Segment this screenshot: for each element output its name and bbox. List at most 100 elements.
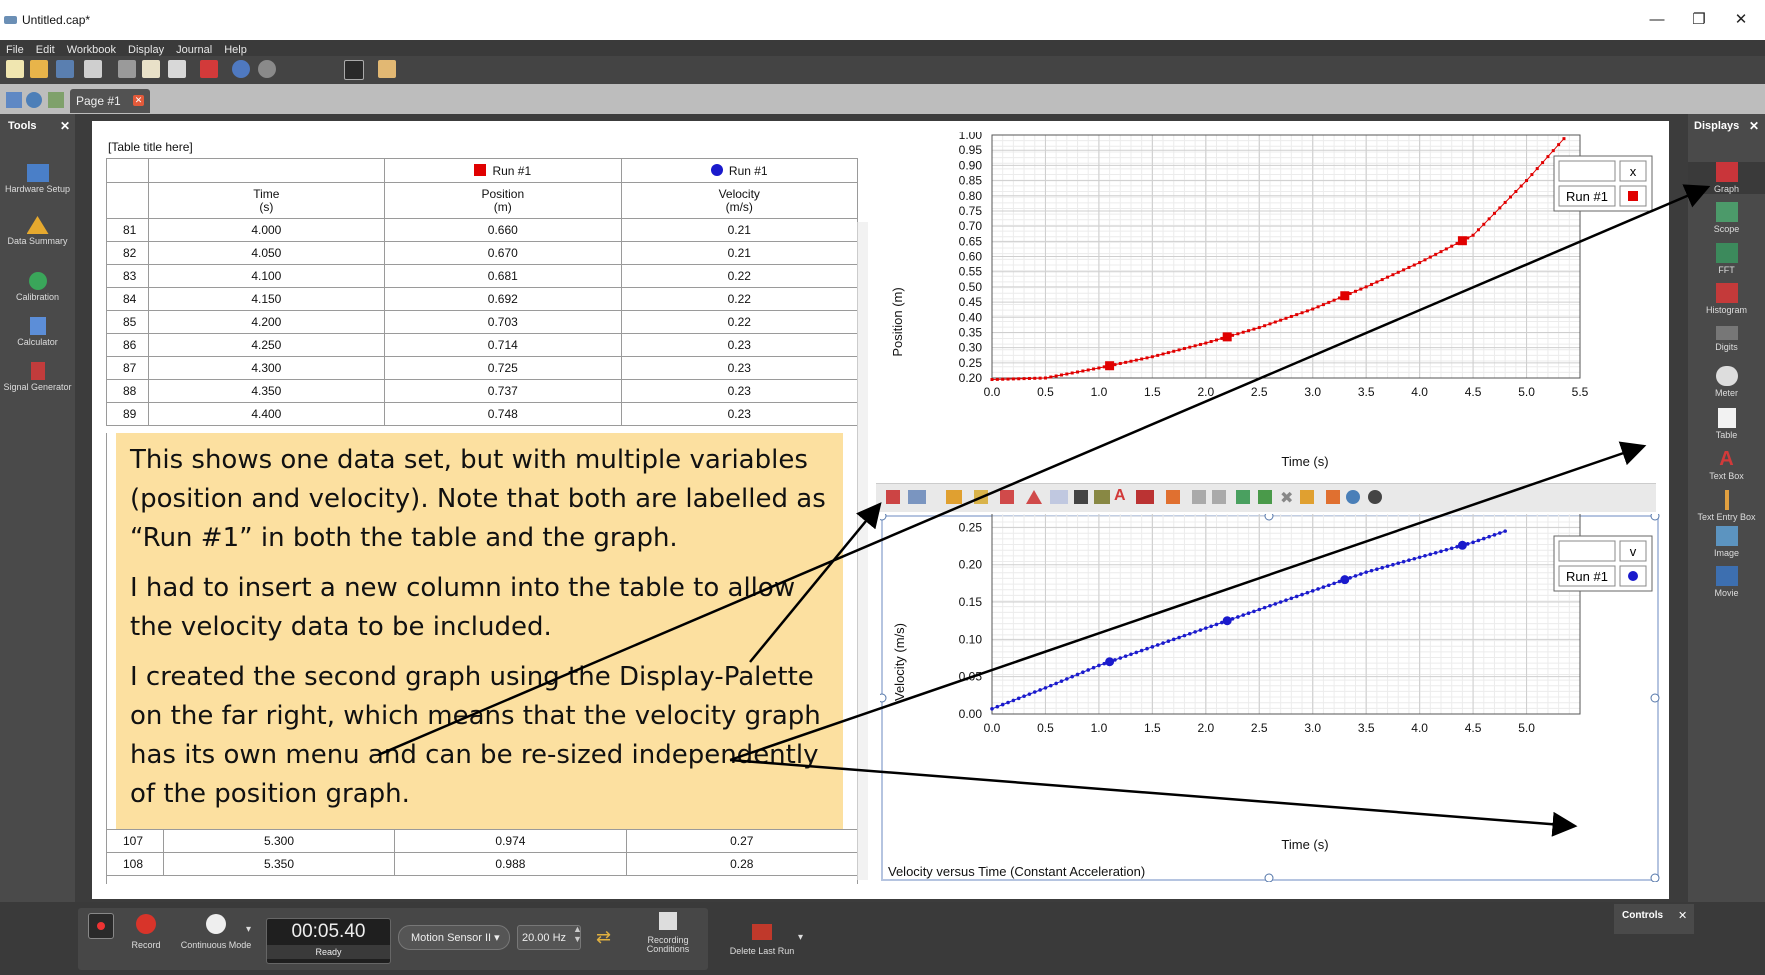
- data-selector-icon[interactable]: [908, 490, 926, 504]
- journal-icon[interactable]: [378, 60, 396, 78]
- area-icon[interactable]: [1026, 490, 1042, 504]
- new-file-icon[interactable]: [6, 60, 24, 78]
- record-toggle-icon[interactable]: [88, 913, 114, 939]
- velocity-graph-legend[interactable]: v Run #1: [1553, 535, 1653, 592]
- data-icon[interactable]: [48, 92, 64, 108]
- print-icon[interactable]: [84, 60, 102, 78]
- display-table[interactable]: Table: [1688, 408, 1765, 440]
- controls-panel-close-icon[interactable]: ✕: [1678, 910, 1688, 922]
- run-header-position[interactable]: Run #1: [384, 158, 622, 183]
- properties-icon[interactable]: [1300, 490, 1314, 504]
- display-text-entry-box[interactable]: Text Entry Box: [1688, 490, 1765, 522]
- camera-icon[interactable]: [344, 60, 364, 80]
- copy-icon[interactable]: [142, 60, 160, 78]
- add-plot-icon[interactable]: [1236, 490, 1250, 504]
- coordinates-icon[interactable]: [1050, 490, 1068, 504]
- menu-workbook[interactable]: Workbook: [66, 44, 117, 56]
- table-row[interactable]: 86 4.250 0.714 0.23: [106, 333, 859, 357]
- display-scope[interactable]: Scope: [1688, 202, 1765, 234]
- tool-calibration[interactable]: Calibration: [0, 272, 75, 302]
- add-y-axis-icon[interactable]: [1258, 490, 1272, 504]
- table-scrollbar[interactable]: [857, 222, 868, 880]
- tool-signal-generator[interactable]: Signal Generator: [0, 362, 75, 392]
- table-title[interactable]: [Table title here]: [108, 140, 193, 154]
- highlight-icon[interactable]: [946, 490, 962, 504]
- display-graph[interactable]: Graph: [1688, 162, 1765, 194]
- minimize-button[interactable]: —: [1649, 11, 1665, 28]
- sync-icon[interactable]: ⇄: [596, 927, 612, 947]
- display-fft[interactable]: FFT: [1688, 243, 1765, 275]
- recording-conditions-button[interactable]: Recording Conditions: [636, 912, 700, 954]
- table-row[interactable]: 81 4.000 0.660 0.21: [106, 218, 859, 242]
- scale-to-fit-icon[interactable]: [886, 490, 900, 504]
- redo-icon[interactable]: [258, 60, 276, 78]
- tangent-icon[interactable]: [1094, 490, 1110, 504]
- delete-dropdown-icon[interactable]: ▾: [798, 932, 804, 943]
- sample-rate-field[interactable]: 20.00 Hz: [517, 925, 581, 950]
- visibility-eye-icon[interactable]: [1368, 490, 1382, 504]
- open-folder-icon[interactable]: [30, 60, 48, 78]
- axis-icon[interactable]: [1192, 490, 1206, 504]
- table-row[interactable]: 88 4.350 0.737 0.23: [106, 379, 859, 403]
- tools-panel-close-icon[interactable]: ✕: [60, 119, 71, 133]
- maximize-button[interactable]: ❐: [1692, 11, 1706, 28]
- fit-icon[interactable]: [974, 490, 988, 504]
- column-header-time[interactable]: Time (s): [147, 182, 386, 219]
- prediction-icon[interactable]: [1136, 490, 1154, 504]
- position-graph-legend[interactable]: x Run #1: [1553, 155, 1653, 212]
- mode-button[interactable]: Continuous Mode: [174, 914, 258, 950]
- close-tab-icon[interactable]: ✕: [133, 95, 144, 106]
- tab-page-1[interactable]: Page #1 ✕: [70, 89, 150, 113]
- display-histogram[interactable]: Histogram: [1688, 283, 1765, 315]
- delete-last-run-button[interactable]: Delete Last Run: [720, 924, 804, 956]
- menu-display[interactable]: Display: [128, 44, 165, 56]
- table-row[interactable]: 89 4.400 0.748 0.23: [106, 402, 859, 426]
- close-button[interactable]: ✕: [1734, 11, 1748, 28]
- pin-icon[interactable]: [1326, 490, 1340, 504]
- annotation-text-box[interactable]: This shows one data set, but with multip…: [116, 433, 843, 829]
- table-row[interactable]: 84 4.150 0.692 0.22: [106, 287, 859, 311]
- run-header-velocity[interactable]: Run #1: [620, 158, 859, 183]
- slope-icon[interactable]: [1166, 490, 1180, 504]
- menu-edit[interactable]: Edit: [35, 44, 55, 56]
- menu-help[interactable]: Help: [224, 44, 247, 56]
- delete-icon[interactable]: [200, 60, 218, 78]
- tool-calculator[interactable]: Calculator: [0, 317, 75, 347]
- axis2-icon[interactable]: [1212, 490, 1226, 504]
- delete-icon[interactable]: ✖: [1280, 490, 1294, 507]
- column-header-position[interactable]: Position (m): [384, 182, 622, 219]
- sensor-select[interactable]: Motion Sensor II ▾: [398, 925, 510, 950]
- display-image[interactable]: Image: [1688, 526, 1765, 558]
- settings-gear-icon[interactable]: [1346, 490, 1360, 504]
- page-view-icon[interactable]: [6, 92, 22, 108]
- table-row[interactable]: 108 5.350 0.988 0.28: [106, 852, 859, 876]
- table-row[interactable]: 82 4.050 0.670 0.21: [106, 241, 859, 265]
- tool-hardware-setup[interactable]: Hardware Setup: [0, 164, 75, 194]
- statistics-icon[interactable]: [1000, 490, 1014, 504]
- table-row[interactable]: 85 4.200 0.703 0.22: [106, 310, 859, 334]
- record-button[interactable]: Record: [124, 914, 168, 950]
- position-graph[interactable]: 0.0 0.5 1.0 1.5 2.0 2.5 3.0 3.5 4.0 4.5 5.0 5.5 1.00…: [880, 132, 1660, 477]
- table-row[interactable]: 107 5.300 0.974 0.27: [106, 829, 859, 853]
- menu-journal[interactable]: Journal: [176, 44, 213, 56]
- crosshair-icon[interactable]: [1074, 490, 1088, 504]
- table-row[interactable]: 87 4.300 0.725 0.23: [106, 356, 859, 380]
- table-row[interactable]: 83 4.100 0.681 0.22: [106, 264, 859, 288]
- displays-panel-close-icon[interactable]: ✕: [1749, 119, 1760, 133]
- annotation-icon[interactable]: A: [1114, 487, 1126, 504]
- undo-icon[interactable]: [232, 60, 250, 78]
- settings-gear-icon[interactable]: [26, 92, 42, 108]
- rate-stepper-icon[interactable]: ▲ ▼: [573, 924, 582, 944]
- paste-icon[interactable]: [168, 60, 186, 78]
- menu-file[interactable]: File: [6, 44, 24, 56]
- column-header-velocity[interactable]: Velocity (m/s): [620, 182, 859, 219]
- display-movie[interactable]: Movie: [1688, 566, 1765, 598]
- tool-data-summary[interactable]: Data Summary: [0, 216, 75, 246]
- display-digits[interactable]: Digits: [1688, 326, 1765, 352]
- cut-icon[interactable]: [118, 60, 136, 78]
- save-icon[interactable]: [56, 60, 74, 78]
- display-text-box[interactable]: A Text Box: [1709, 448, 1744, 481]
- velocity-graph[interactable]: 0.0 0.5 1.0 1.5 2.0 2.5 3.0 3.5 4.0 4.5 5.0 0.25 0.2…: [880, 514, 1660, 882]
- display-meter[interactable]: Meter: [1688, 366, 1765, 398]
- mode-dropdown-icon[interactable]: ▾: [246, 924, 252, 935]
